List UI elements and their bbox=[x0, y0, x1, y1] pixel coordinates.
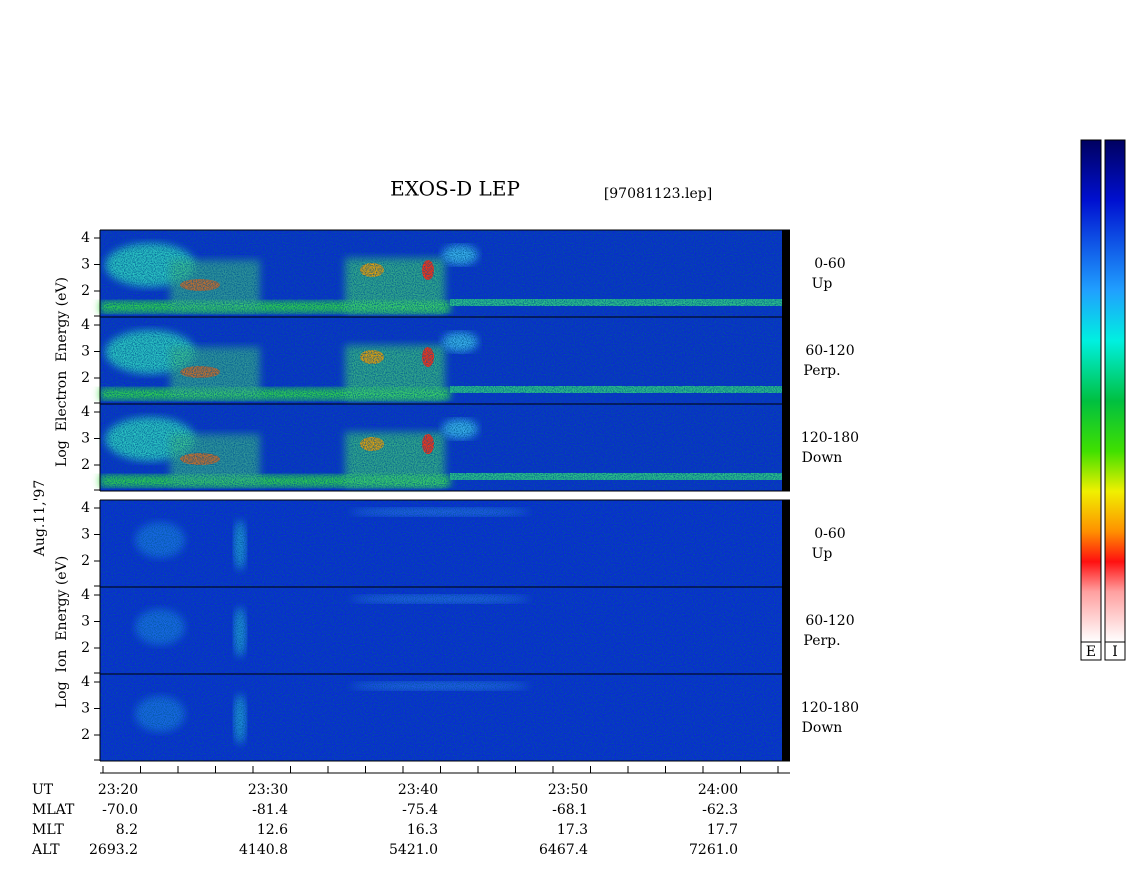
panel-edge bbox=[782, 404, 790, 491]
panel-edge bbox=[782, 587, 790, 674]
y-tick-label: 3 bbox=[81, 527, 90, 543]
panel-direction: Perp. bbox=[803, 363, 840, 379]
panel-range: 60-120 bbox=[805, 613, 854, 629]
row-value: -68.1 bbox=[552, 802, 588, 818]
noise bbox=[100, 674, 782, 761]
y-tick-label: 4 bbox=[81, 230, 90, 246]
y-tick-label: 4 bbox=[81, 674, 90, 690]
axis-label: Log Ion Energy (eV) bbox=[54, 556, 70, 708]
y-tick-label: 3 bbox=[81, 344, 90, 360]
panel-edge bbox=[782, 500, 790, 587]
row-value: 8.2 bbox=[116, 822, 138, 838]
colorbar-label: E bbox=[1086, 644, 1096, 660]
panel-direction: Down bbox=[802, 720, 843, 736]
noise bbox=[100, 404, 782, 491]
y-tick-label: 2 bbox=[81, 727, 90, 743]
row-value: 24:00 bbox=[698, 782, 738, 798]
y-tick-label: 4 bbox=[81, 404, 90, 420]
panel-edge bbox=[782, 230, 790, 317]
colorbar-label-box bbox=[1080, 641, 1102, 661]
row-value: 4140.8 bbox=[239, 842, 288, 858]
y-tick-label: 3 bbox=[81, 614, 90, 630]
row-value: 23:20 bbox=[98, 782, 138, 798]
row-name: MLAT bbox=[32, 802, 75, 818]
panel-range: 0-60 bbox=[814, 526, 845, 542]
panel-range: 0-60 bbox=[814, 256, 845, 272]
row-value: 7261.0 bbox=[689, 842, 738, 858]
file-name: [97081123.lep] bbox=[604, 186, 712, 202]
y-tick-label: 3 bbox=[81, 257, 90, 273]
y-tick-label: 2 bbox=[81, 553, 90, 569]
spectrograms: 2 3 4 0-60 Up 2 3 4 60-120 Perp. 2 3 4 120-180 Down 2 3 4… bbox=[81, 229, 859, 762]
panel-range: 60-120 bbox=[805, 343, 854, 359]
y-tick-label: 2 bbox=[81, 640, 90, 656]
panel-direction: Up bbox=[812, 546, 833, 562]
y-tick-label: 4 bbox=[81, 500, 90, 516]
noise bbox=[100, 500, 782, 587]
row-value: 17.3 bbox=[557, 822, 588, 838]
row-value: 5421.0 bbox=[389, 842, 438, 858]
row-value: -70.0 bbox=[102, 802, 138, 818]
row-name: UT bbox=[32, 782, 54, 798]
row-name: MLT bbox=[32, 822, 64, 838]
colorbar bbox=[1080, 139, 1102, 643]
noise bbox=[100, 317, 782, 404]
row-value: 23:50 bbox=[548, 782, 588, 798]
colorbar-label: I bbox=[1112, 644, 1118, 660]
noise bbox=[100, 587, 782, 674]
panel-direction: Perp. bbox=[803, 633, 840, 649]
row-value: -75.4 bbox=[402, 802, 438, 818]
panel-range: 120-180 bbox=[801, 430, 859, 446]
row-value: 23:40 bbox=[398, 782, 438, 798]
row-value: 23:30 bbox=[248, 782, 288, 798]
panel-direction: Up bbox=[812, 276, 833, 292]
date: Aug.11,'97 bbox=[32, 480, 48, 557]
noise bbox=[100, 230, 782, 317]
y-tick-label: 2 bbox=[81, 283, 90, 299]
y-tick-label: 3 bbox=[81, 701, 90, 717]
panel-edge bbox=[782, 674, 790, 761]
axis-label: Log Electron Energy (eV) bbox=[54, 277, 70, 467]
panel-range: 120-180 bbox=[801, 700, 859, 716]
panel-edge bbox=[782, 317, 790, 404]
row-value: 17.7 bbox=[707, 822, 738, 838]
row-name: ALT bbox=[31, 842, 60, 858]
panel-direction: Down bbox=[802, 450, 843, 466]
row-value: 2693.2 bbox=[89, 842, 138, 858]
y-tick-label: 2 bbox=[81, 370, 90, 386]
colorbar bbox=[1104, 139, 1126, 643]
title: EXOS-D LEP bbox=[390, 177, 520, 201]
row-value: -62.3 bbox=[702, 802, 738, 818]
y-tick-label: 4 bbox=[81, 317, 90, 333]
y-tick-label: 4 bbox=[81, 587, 90, 603]
row-value: 12.6 bbox=[257, 822, 288, 838]
y-tick-label: 3 bbox=[81, 431, 90, 447]
row-value: -81.4 bbox=[252, 802, 288, 818]
colorbar-label-box bbox=[1104, 641, 1126, 661]
y-tick-label: 2 bbox=[81, 457, 90, 473]
row-value: 16.3 bbox=[407, 822, 438, 838]
row-value: 6467.4 bbox=[539, 842, 588, 858]
